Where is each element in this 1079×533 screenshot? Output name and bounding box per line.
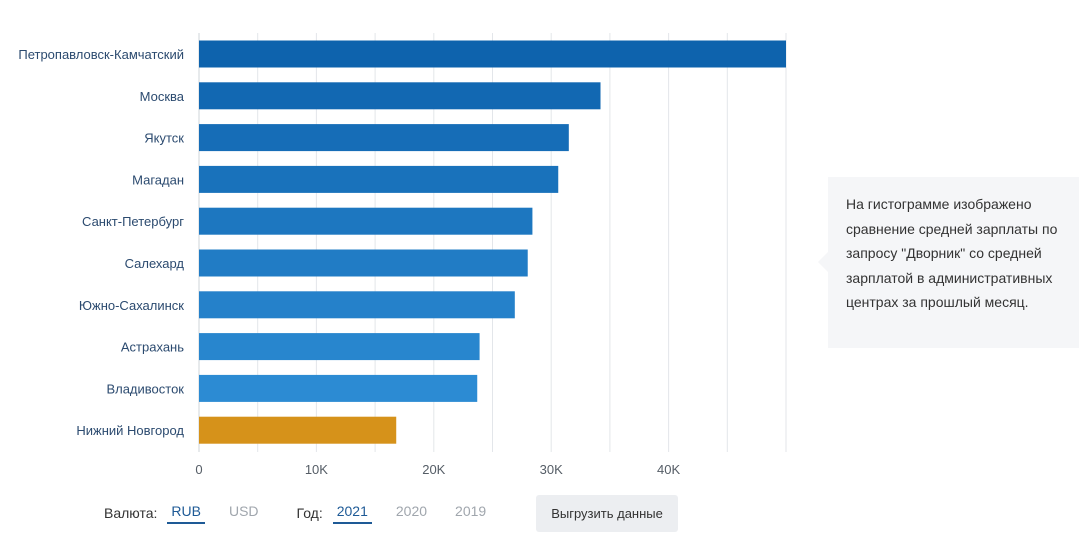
bar[interactable] [199,124,569,152]
bar[interactable] [199,374,478,402]
category-label: Нижний Новгород [76,423,184,438]
year-label: Год: [296,505,323,521]
category-label: Салехард [125,256,185,271]
category-label: Владивосток [106,381,184,396]
category-label: Санкт-Петербург [82,214,184,229]
bar[interactable] [199,40,786,68]
chart-controls: Валюта: RUB USD Год: 2021 2020 2019 Выгр… [104,494,678,532]
note-pointer [818,252,828,272]
year-option-2019[interactable]: 2019 [455,502,487,519]
category-label: Москва [140,89,185,104]
bar[interactable] [199,291,515,319]
note-text: На гистограмме изображено сравнение сред… [846,196,1058,310]
currency-label: Валюта: [104,505,158,521]
bar[interactable] [199,165,559,193]
currency-option-rub[interactable]: RUB [167,503,205,524]
bar[interactable] [199,82,601,110]
category-label: Якутск [144,131,184,146]
bar[interactable] [199,416,397,444]
currency-option-usd[interactable]: USD [228,502,259,519]
category-label: Магадан [132,172,184,187]
year-option-2021[interactable]: 2021 [332,503,372,524]
year-option-2020[interactable]: 2020 [395,502,428,519]
x-tick-label: 30K [540,462,563,477]
x-tick-label: 20K [422,462,445,477]
x-tick-label: 10K [305,462,328,477]
bar[interactable] [199,207,533,235]
x-tick-label: 40K [657,462,680,477]
salary-bar-chart: Петропавловск-Камчатский Москва Якутск Мага… [18,33,787,477]
x-tick-label: 0 [195,462,202,477]
category-label: Южно-Сахалинск [79,298,184,313]
category-label: Петропавловск-Камчатский [18,47,184,62]
category-label: Астрахань [121,340,184,355]
chart-description-note: На гистограмме изображено сравнение сред… [828,177,1079,348]
bar[interactable] [199,333,480,361]
bar[interactable] [199,249,528,277]
export-data-button[interactable]: Выгрузить данные [536,494,678,532]
